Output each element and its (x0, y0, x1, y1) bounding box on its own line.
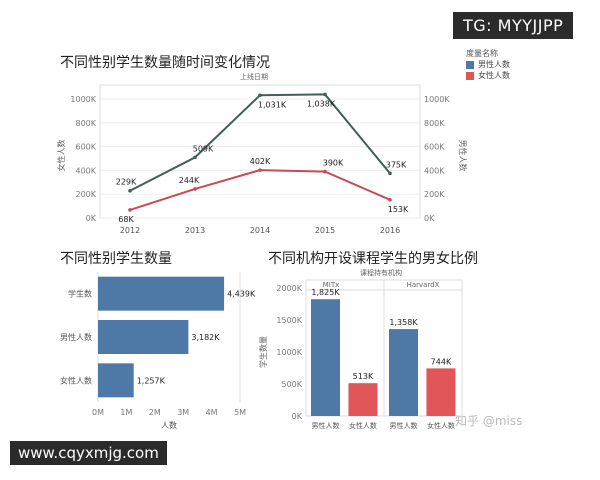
line-data-label: 1,031K (258, 100, 287, 109)
line-point-female (193, 187, 197, 191)
hbar-bar (98, 363, 134, 398)
legend-item-female: 女性人数 (466, 70, 510, 81)
line-point-female (258, 168, 262, 172)
vbar-bar-female (426, 368, 456, 416)
legend-label-female: 女性人数 (478, 71, 510, 80)
line-point-female (388, 197, 392, 202)
vbar-data-label: 513K (353, 372, 374, 381)
hbar-xtick: 5M (234, 408, 246, 417)
line-ytick-left: 600K (75, 143, 96, 152)
line-ytick-left: 0K (86, 214, 97, 223)
line-ytick-left: 800K (75, 119, 96, 128)
line-point-male (323, 92, 327, 97)
vbar-category-label: 男性人数 (390, 421, 418, 430)
line-data-label: 153K (388, 205, 409, 214)
hbar-data-label: 4,439K (227, 290, 256, 299)
vbar-chart-subtitle: 课程持有机构 (360, 269, 402, 277)
hbar-category-label: 学生数 (68, 289, 92, 299)
vbar-panel-name: MITx (323, 281, 340, 289)
hbar-bar (98, 276, 225, 311)
line-data-label: 375K (386, 160, 407, 169)
line-data-label: 390K (323, 159, 344, 168)
hbar-category-label: 女性人数 (60, 375, 92, 385)
line-point-male (128, 188, 132, 193)
legend: 度量名称 男性人数 女性人数 (466, 48, 510, 81)
line-ytick-left: 200K (75, 190, 96, 199)
vbar-bar-female (348, 383, 378, 416)
legend-swatch-female (466, 71, 474, 80)
line-xtick: 2015 (315, 226, 335, 235)
line-point-male (258, 93, 262, 98)
line-point-female (128, 208, 132, 212)
line-ylabel-left: 女性人数 (56, 140, 66, 172)
legend-label-male: 男性人数 (478, 60, 510, 69)
line-data-label: 68K (118, 215, 134, 224)
vbar-ytick: 0K (292, 412, 303, 421)
line-point-male (388, 171, 392, 176)
vbar-data-label: 1,358K (389, 318, 418, 327)
line-chart: 0K 0K 200K 200K 400K 400K 600K 600K 800K 800K 1000… (56, 84, 468, 235)
line-ylabel-right: 男性人数 (458, 140, 468, 172)
line-chart-subtitle: 上线日期 (240, 73, 268, 81)
line-chart-title: 不同性别学生数量随时间变化情况 (60, 55, 270, 71)
line-ytick-right: 400K (424, 166, 445, 175)
line-data-label: 244K (179, 176, 200, 185)
hbar-chart-title: 不同性别学生数量 (60, 251, 172, 267)
line-point-female (323, 169, 327, 174)
line-ytick-right: 800K (424, 119, 445, 128)
line-point-male (193, 155, 197, 160)
line-ytick-right: 1000K (424, 95, 450, 104)
vbar-ytick: 1500K (276, 316, 302, 325)
line-xtick: 2016 (380, 226, 400, 235)
vbar-ytick: 1000K (276, 348, 302, 357)
line-data-label: 509K (193, 144, 214, 153)
line-series-female (129, 169, 391, 211)
vbar-bar-male (311, 299, 340, 416)
line-xtick: 2012 (120, 226, 140, 235)
line-ytick-right: 0K (424, 214, 435, 223)
line-data-label: 229K (116, 178, 137, 187)
watermark: 知乎 @miss (455, 414, 523, 428)
hbar-chart: 学生数 4,439K 男性人数 3,182K 女性人数 1,257K 0M 1M 2M 3M 4M 5… (60, 272, 256, 430)
vbar-data-label: 744K (431, 357, 452, 366)
line-data-label: 402K (250, 157, 271, 166)
hbar-data-label: 3,182K (191, 333, 220, 342)
legend-item-male: 男性人数 (466, 59, 510, 70)
line-ytick-right: 200K (424, 190, 445, 199)
hbar-category-label: 男性人数 (60, 332, 92, 342)
vbar-category-label: 女性人数 (427, 421, 455, 430)
vbar-panel-name: HarvardX (407, 281, 440, 289)
line-xtick: 2013 (185, 226, 205, 235)
hbar-xtick: 0M (92, 408, 104, 417)
legend-title: 度量名称 (466, 49, 498, 58)
vbar-ytick: 2000K (276, 284, 302, 293)
vbar-data-label: 1,825K (311, 288, 340, 297)
line-ytick-right: 600K (424, 143, 445, 152)
hbar-xtick: 2M (149, 408, 161, 417)
line-ytick-left: 1000K (70, 95, 96, 104)
hbar-xtick: 4M (206, 408, 218, 417)
vbar-category-label: 男性人数 (312, 421, 340, 430)
vbar-bar-male (389, 329, 418, 416)
vbar-ylabel: 学生数量 (258, 336, 268, 368)
legend-swatch-male (466, 60, 474, 69)
hbar-xtick: 3M (177, 408, 189, 417)
hbar-xlabel: 人数 (161, 420, 177, 430)
bottom-url: www.cqyxmjg.com (10, 441, 167, 465)
line-xtick: 2014 (250, 226, 270, 235)
vbar-ytick: 500K (281, 380, 302, 389)
line-ytick-left: 400K (75, 166, 96, 175)
vbar-category-label: 女性人数 (349, 421, 377, 430)
hbar-xtick: 1M (120, 408, 132, 417)
top-tag: TG: MYYJJPP (453, 12, 574, 39)
line-data-label: 1,038K (307, 99, 336, 108)
hbar-data-label: 1,257K (137, 376, 166, 385)
vbar-chart-title: 不同机构开设课程学生的男女比例 (268, 251, 478, 267)
hbar-bar (98, 320, 189, 354)
